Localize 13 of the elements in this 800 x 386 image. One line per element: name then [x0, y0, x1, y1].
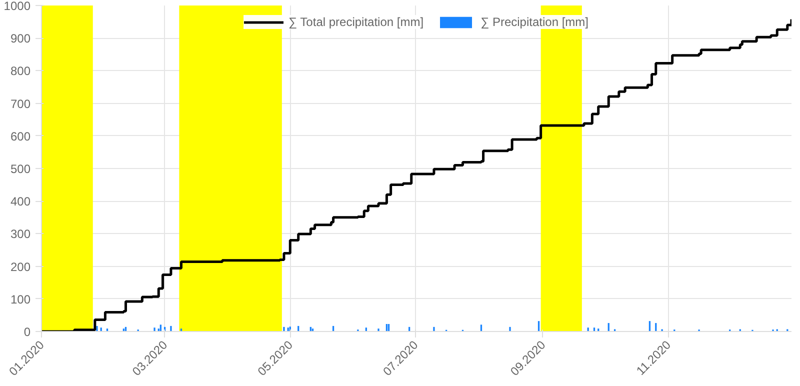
y-tick-label: 900 — [10, 32, 31, 46]
y-tick-label: 600 — [10, 129, 31, 144]
y-tick-label: 1000 — [4, 0, 31, 13]
y-tick-label: 500 — [10, 162, 31, 176]
y-tick-label: 0 — [24, 325, 31, 339]
legend-label: ∑ Total precipitation [mm] — [288, 15, 424, 29]
legend-label: ∑ Precipitation [mm] — [480, 15, 588, 29]
y-tick-label: 400 — [10, 194, 31, 209]
y-tick-label: 100 — [10, 292, 31, 306]
y-tick-label: 700 — [10, 96, 31, 111]
y-tick-label: 300 — [10, 227, 31, 242]
y-tick-label: 800 — [10, 64, 31, 78]
y-tick-label: 200 — [10, 260, 31, 274]
